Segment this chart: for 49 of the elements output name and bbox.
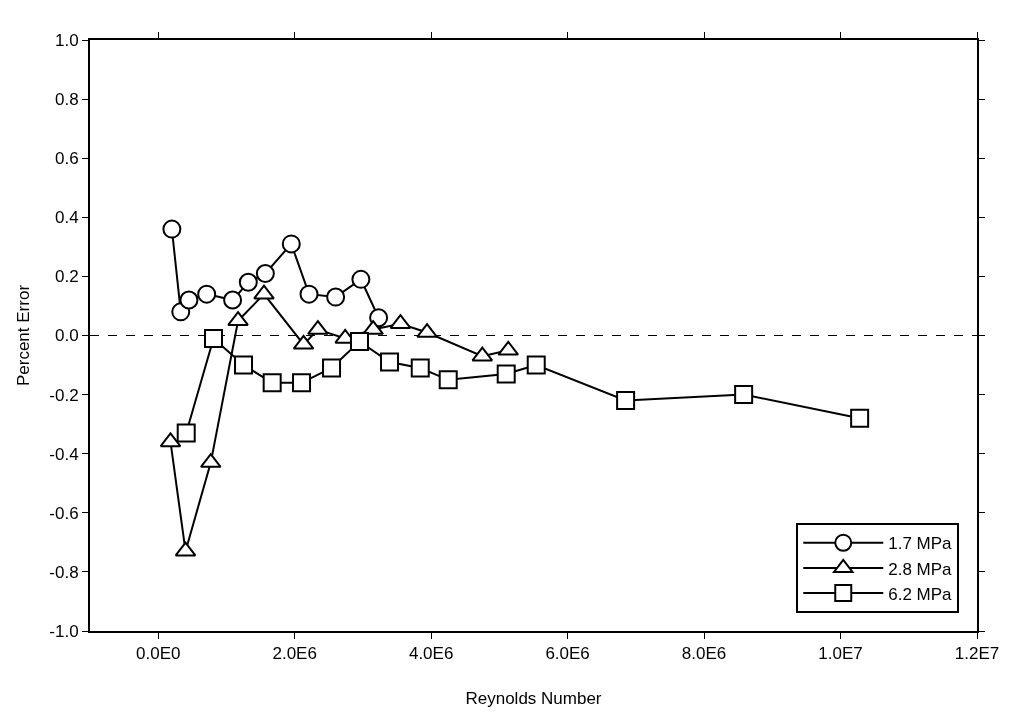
y-tick-label: -1.0	[49, 621, 79, 641]
point	[850, 408, 870, 428]
y-tick-label: 1.0	[54, 30, 79, 50]
y-tick-label: 0.8	[54, 90, 79, 110]
y-tick-label: -0.8	[49, 562, 79, 582]
point	[204, 328, 223, 348]
point	[234, 355, 254, 375]
point	[410, 358, 430, 378]
point	[281, 234, 301, 254]
point	[496, 364, 516, 384]
point	[176, 423, 196, 443]
y-tick-label: -0.2	[49, 385, 79, 405]
legend-label: 2.8 MPa	[888, 559, 953, 579]
point	[253, 284, 275, 300]
y-axis-title: Percent Error	[14, 284, 34, 387]
point	[351, 269, 371, 289]
x-tick-label: 1.2E7	[954, 644, 1000, 664]
point	[350, 331, 370, 351]
point	[179, 290, 199, 310]
point	[292, 373, 312, 393]
y-tick-label: 0.6	[54, 149, 79, 169]
point	[255, 263, 275, 283]
point	[526, 355, 546, 375]
x-tick-label: 1.0E7	[818, 644, 863, 664]
x-tick-label: 2.0E6	[272, 644, 317, 664]
x-tick-label: 4.0E6	[408, 644, 454, 664]
x-axis-title: Reynolds Number	[465, 689, 602, 709]
point	[162, 219, 182, 239]
y-tick-label: 0.0	[54, 326, 79, 346]
legend-label: 6.2 MPa	[888, 584, 953, 604]
point	[299, 284, 319, 304]
point	[197, 284, 217, 304]
point	[380, 352, 400, 372]
legend-label: 1.7 MPa	[888, 534, 953, 554]
y-tick-label: -0.4	[49, 444, 79, 464]
x-tick-label: 6.0E6	[545, 644, 590, 664]
point	[438, 370, 458, 390]
point	[223, 290, 243, 310]
x-tick-label: 0.0E0	[136, 644, 181, 664]
x-tick-label: 8.0E6	[681, 644, 727, 664]
y-tick-label: 0.4	[54, 208, 79, 228]
point	[322, 358, 342, 378]
point	[326, 287, 346, 307]
point	[734, 385, 754, 405]
point	[262, 373, 282, 393]
y-tick-label: -0.6	[49, 503, 79, 523]
y-tick-label: 0.2	[54, 267, 79, 287]
point	[238, 272, 258, 292]
point	[616, 391, 636, 411]
